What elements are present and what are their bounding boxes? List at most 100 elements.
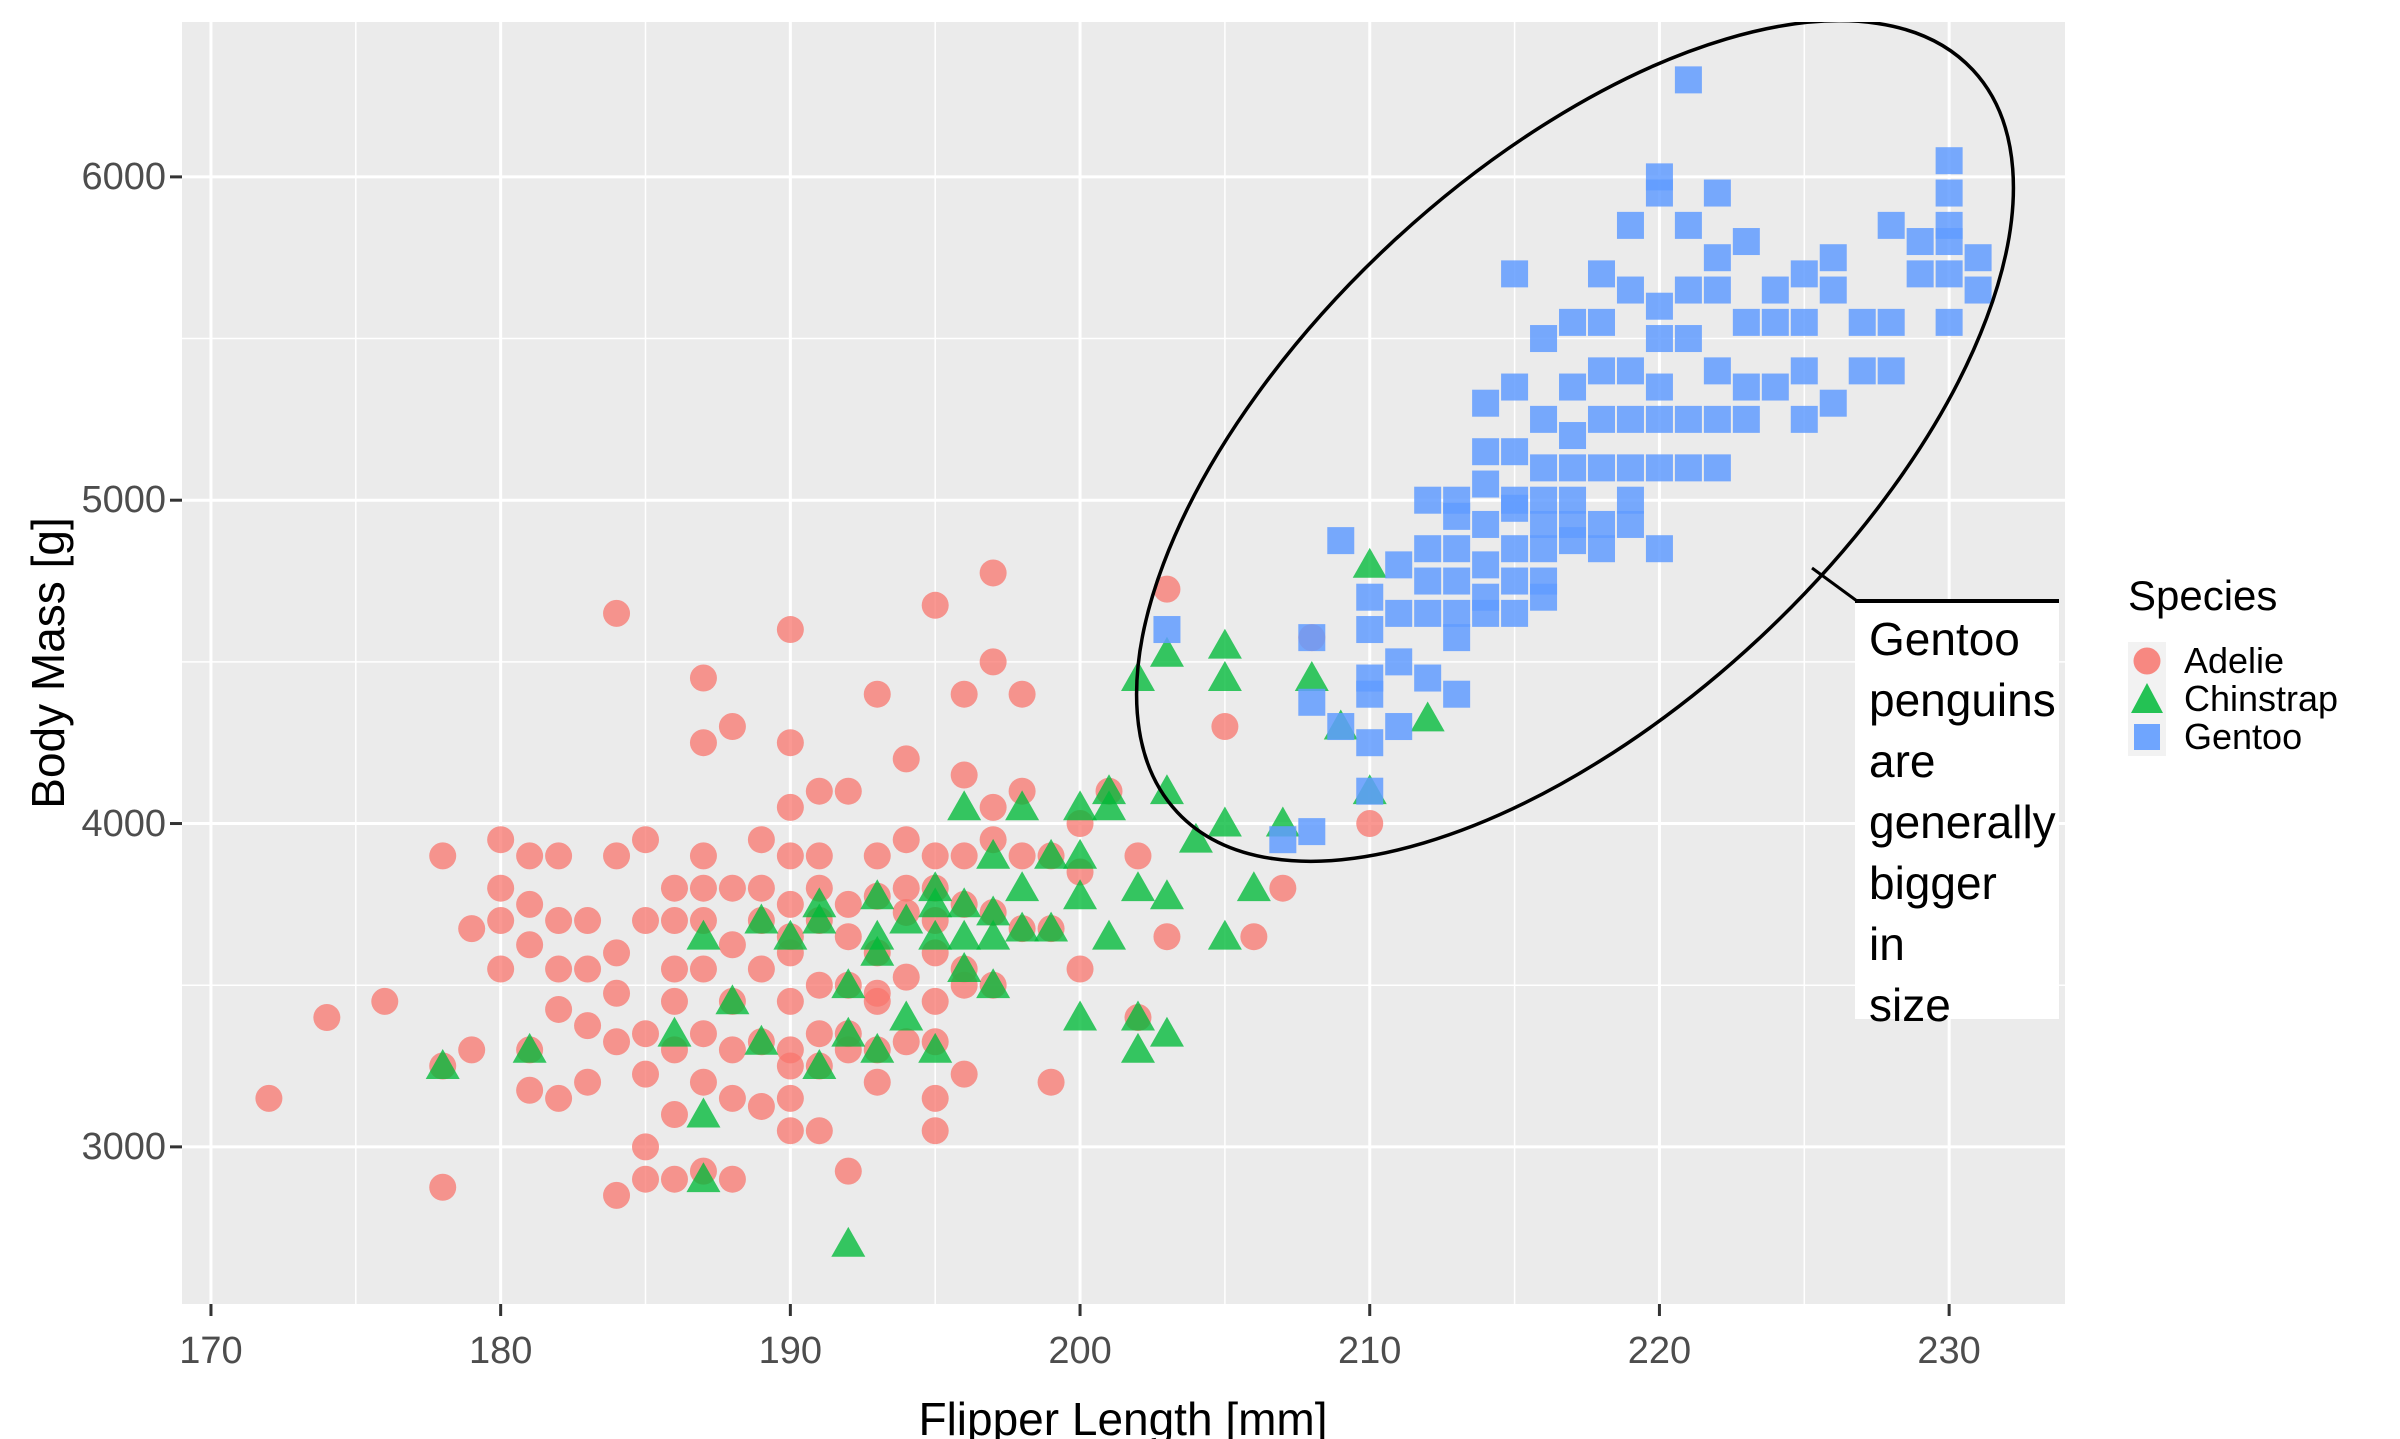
data-point-adelie xyxy=(545,907,573,935)
data-point-gentoo xyxy=(1443,535,1471,563)
data-point-adelie xyxy=(718,874,746,902)
data-point-adelie xyxy=(718,931,746,959)
data-point-chinstrap xyxy=(1236,871,1271,902)
data-point-gentoo xyxy=(1877,357,1905,385)
data-point-chinstrap xyxy=(1120,1032,1155,1063)
data-point-adelie xyxy=(892,874,920,902)
square-marker-icon xyxy=(2128,718,2166,756)
data-point-adelie xyxy=(979,559,1007,587)
data-point-chinstrap xyxy=(976,895,1011,926)
data-point-adelie xyxy=(545,1084,573,1112)
data-point-adelie xyxy=(863,842,891,870)
data-point-chinstrap xyxy=(1034,911,1069,942)
data-point-chinstrap xyxy=(947,790,982,821)
data-point-adelie xyxy=(747,826,775,854)
data-point-adelie xyxy=(487,907,515,935)
data-point-chinstrap xyxy=(1092,774,1127,805)
data-point-gentoo xyxy=(1732,228,1760,256)
data-point-chinstrap xyxy=(860,935,895,966)
data-point-gentoo xyxy=(1443,624,1471,652)
data-point-adelie xyxy=(660,1165,688,1193)
data-point-adelie xyxy=(632,907,660,935)
data-point-chinstrap xyxy=(1120,1000,1155,1031)
data-point-adelie xyxy=(921,591,949,619)
data-point-adelie xyxy=(371,987,399,1015)
data-point-adelie xyxy=(1240,923,1268,951)
data-point-adelie xyxy=(689,874,717,902)
data-point-adelie xyxy=(863,680,891,708)
data-point-adelie xyxy=(689,955,717,983)
data-point-gentoo xyxy=(1964,276,1992,304)
data-point-adelie xyxy=(487,955,515,983)
data-point-gentoo xyxy=(1443,599,1471,627)
annotation-text-line: penguins xyxy=(1869,674,2056,726)
legend-item-gentoo: Gentoo xyxy=(2128,718,2400,756)
data-point-adelie xyxy=(805,842,833,870)
data-point-adelie xyxy=(892,1028,920,1056)
data-point-gentoo xyxy=(1877,211,1905,239)
data-point-adelie xyxy=(660,987,688,1015)
data-point-adelie xyxy=(689,729,717,757)
data-point-adelie xyxy=(834,923,862,951)
data-point-adelie xyxy=(603,599,631,627)
data-point-chinstrap xyxy=(918,1032,953,1063)
data-point-adelie xyxy=(632,1133,660,1161)
data-point-gentoo xyxy=(1645,454,1673,482)
data-point-adelie xyxy=(255,1084,283,1112)
data-point-chinstrap xyxy=(1178,822,1213,853)
annotation-connector-line xyxy=(1811,566,1858,603)
data-point-adelie xyxy=(747,1092,775,1120)
data-point-adelie xyxy=(603,979,631,1007)
data-point-gentoo xyxy=(1501,260,1529,288)
data-point-gentoo xyxy=(1356,583,1384,611)
data-point-gentoo xyxy=(1414,535,1442,563)
x-tick-label: 220 xyxy=(1627,1330,1692,1372)
data-point-chinstrap xyxy=(1034,838,1069,869)
data-point-gentoo xyxy=(1819,276,1847,304)
data-point-gentoo xyxy=(1414,599,1442,627)
data-point-chinstrap xyxy=(802,887,837,918)
data-point-chinstrap xyxy=(1410,701,1445,732)
data-point-gentoo xyxy=(1616,510,1644,538)
data-point-adelie xyxy=(660,955,688,983)
data-point-gentoo xyxy=(1269,826,1297,854)
annotation-text-line: Gentoo xyxy=(1869,613,2020,665)
data-point-chinstrap xyxy=(657,1016,692,1047)
data-point-gentoo xyxy=(1587,260,1615,288)
data-point-adelie xyxy=(805,1117,833,1145)
data-point-adelie xyxy=(487,826,515,854)
data-point-gentoo xyxy=(1848,308,1876,336)
data-point-adelie xyxy=(950,761,978,789)
data-point-chinstrap xyxy=(686,1097,721,1128)
x-tick-label: 170 xyxy=(179,1330,243,1372)
data-point-gentoo xyxy=(1298,624,1326,652)
x-axis-title: Flipper Length [mm] xyxy=(918,1393,1328,1439)
data-point-gentoo xyxy=(1356,616,1384,644)
triangle-marker-icon xyxy=(2128,680,2166,718)
data-point-chinstrap xyxy=(947,952,982,982)
data-point-adelie xyxy=(718,1165,746,1193)
data-point-adelie xyxy=(921,1084,949,1112)
data-point-gentoo xyxy=(1472,389,1500,417)
data-point-adelie xyxy=(892,963,920,991)
data-point-chinstrap xyxy=(744,1024,779,1055)
data-point-adelie xyxy=(863,1068,891,1096)
data-point-adelie xyxy=(458,915,486,943)
data-point-gentoo xyxy=(1385,713,1413,741)
data-point-gentoo xyxy=(1877,308,1905,336)
data-point-gentoo xyxy=(1935,147,1963,175)
data-point-chinstrap xyxy=(1005,790,1040,821)
data-point-adelie xyxy=(545,955,573,983)
data-point-adelie xyxy=(660,874,688,902)
annotation-text-line: are xyxy=(1869,735,1936,787)
data-point-adelie xyxy=(632,1020,660,1048)
data-point-chinstrap xyxy=(1207,919,1242,950)
data-point-gentoo xyxy=(1587,535,1615,563)
data-point-adelie xyxy=(603,1028,631,1056)
data-point-gentoo xyxy=(1501,438,1529,466)
data-point-gentoo xyxy=(1906,260,1934,288)
data-point-gentoo xyxy=(1414,486,1442,514)
data-point-adelie xyxy=(776,616,804,644)
plot-panel xyxy=(182,22,2065,1304)
data-point-chinstrap xyxy=(1063,838,1098,869)
